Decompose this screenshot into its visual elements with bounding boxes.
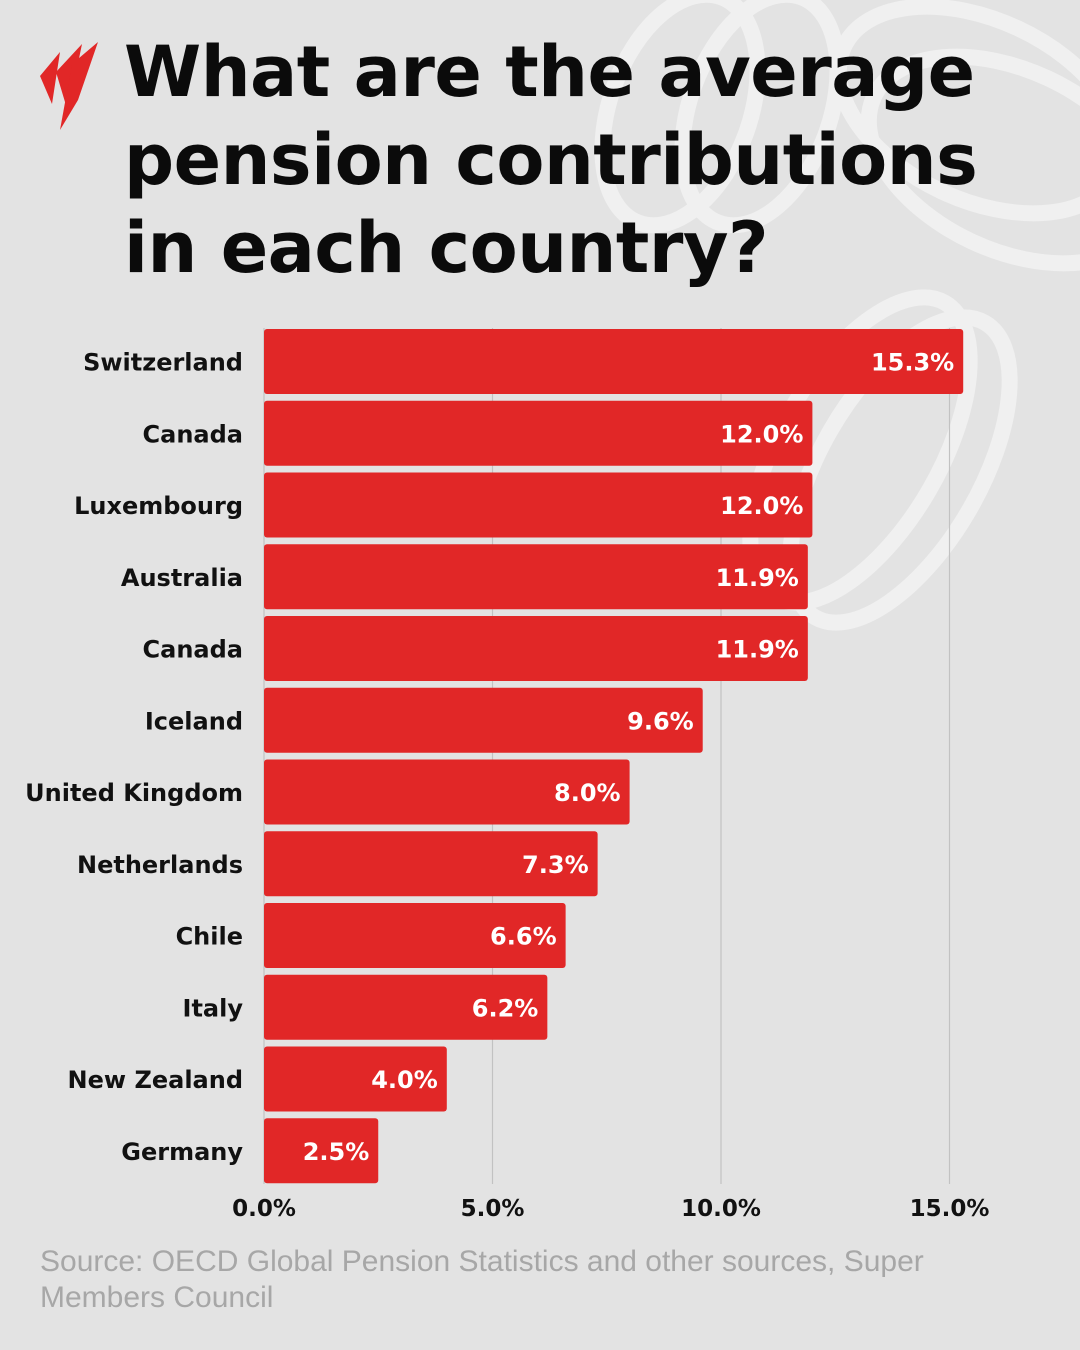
bar: [264, 831, 598, 897]
category-label: Luxembourg: [74, 492, 243, 520]
data-label: 6.6%: [490, 923, 557, 951]
bar: [264, 472, 813, 538]
category-label: Chile: [176, 923, 243, 951]
data-label: 11.9%: [716, 636, 799, 664]
category-label: Italy: [183, 994, 244, 1022]
data-label: 7.3%: [522, 851, 589, 879]
x-tick-label: 0.0%: [232, 1196, 296, 1222]
category-label: Switzerland: [83, 349, 243, 377]
data-label: 12.0%: [720, 492, 803, 520]
data-label: 8.0%: [554, 779, 621, 807]
data-label: 9.6%: [627, 707, 694, 735]
bar: [264, 1118, 379, 1184]
source-note: Source: OECD Global Pension Statistics a…: [40, 1245, 924, 1314]
category-label: Canada: [143, 420, 243, 448]
data-label: 11.9%: [716, 564, 799, 592]
bar: [264, 400, 813, 466]
data-label: 4.0%: [371, 1066, 438, 1094]
category-label: Canada: [143, 636, 243, 664]
category-label: Iceland: [145, 707, 243, 735]
x-tick-label: 5.0%: [461, 1196, 525, 1222]
data-label: 2.5%: [303, 1138, 370, 1166]
bar: [264, 544, 808, 610]
data-label: 15.3%: [871, 349, 954, 377]
bar-chart: Switzerland 15.3% Canada 12.0% Luxembourg 12.…: [25, 328, 990, 1222]
category-label: New Zealand: [68, 1066, 243, 1094]
bar: [264, 1046, 447, 1112]
data-label: 6.2%: [472, 994, 539, 1022]
broadcaster-logo-icon: [40, 42, 98, 130]
category-label: United Kingdom: [25, 779, 243, 807]
bar: [264, 687, 703, 753]
chart-title: What are the average pension contributio…: [124, 31, 978, 289]
bar: [264, 616, 808, 681]
bar: [264, 974, 548, 1040]
category-label: Australia: [121, 564, 243, 592]
category-label: Netherlands: [77, 851, 243, 879]
bar: [264, 329, 964, 394]
bar: [264, 903, 566, 968]
x-tick-label: 15.0%: [910, 1196, 990, 1222]
category-label: Germany: [121, 1138, 243, 1166]
data-label: 12.0%: [720, 420, 803, 448]
bar: [264, 759, 630, 825]
x-tick-label: 10.0%: [681, 1196, 761, 1222]
